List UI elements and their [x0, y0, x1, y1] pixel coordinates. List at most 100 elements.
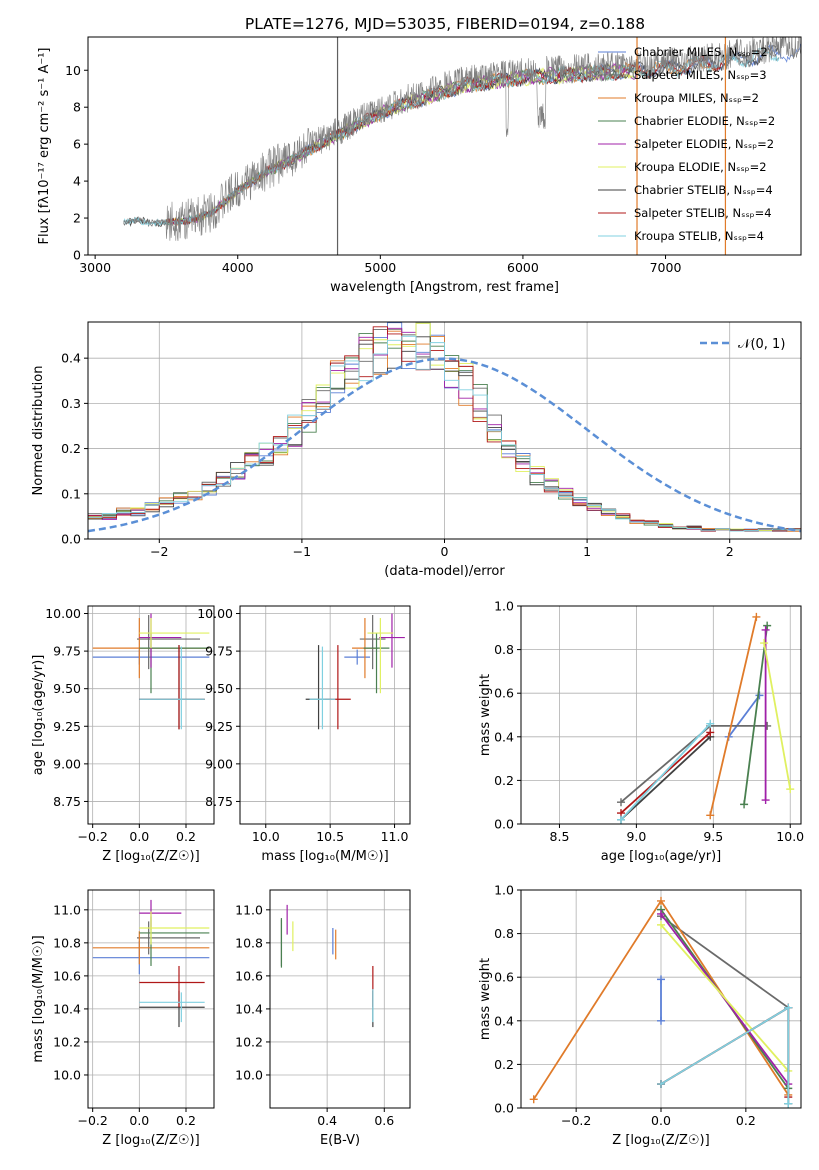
weight-marker: [525, 768, 533, 776]
legend-entry: Chabrier MILES, Nₛₛₚ=2: [634, 45, 768, 59]
x-tick-label: −0.2: [561, 1113, 591, 1128]
plot-area: [525, 612, 795, 824]
y-tick-label: 10: [65, 63, 81, 78]
y-tick-label: 8: [73, 100, 81, 115]
panel-age_vs_Z: −0.2 0.0 0.2 8.75 9.00 9.25 9.50 9.75 10.00 Z [lo…: [31, 605, 215, 864]
panel-age_vs_mass: 10.0 10.5 11.0 8.75 9.00 9.25 9.50 9.75 10.00 mas…: [197, 605, 411, 864]
weight-marker: [530, 1052, 538, 1060]
weight-marker: [529, 1095, 538, 1104]
y-tick-label: 8.75: [205, 794, 233, 809]
legend: Chabrier MILES, Nₛₛₚ=2 Salpeter MILES, Nₛ…: [598, 45, 775, 243]
x-tick-label: 0: [441, 544, 449, 559]
weight-marker: [786, 785, 795, 794]
plot-area: [92, 899, 210, 1028]
x-axis-label: wavelength [Angstrom, rest frame]: [330, 280, 559, 295]
x-tick-label: 0.2: [176, 829, 196, 844]
weight-marker: [706, 811, 715, 820]
x-tick-label: 10.0: [252, 829, 280, 844]
x-tick-label: 0.0: [129, 829, 149, 844]
weight-marker: [784, 1099, 793, 1108]
x-axis-label: mass [log₁₀(M/M☉)]: [261, 849, 388, 864]
y-tick-label: 9.25: [205, 719, 233, 734]
weight-marker: [657, 920, 665, 929]
x-tick-label: 0.2: [736, 1113, 756, 1128]
plot-area: [92, 613, 210, 730]
weight-series-line: [709, 616, 758, 816]
legend-entry: Kroupa STELIB, Nₛₛₚ=4: [634, 229, 764, 243]
x-tick-label: 0.6: [374, 1113, 394, 1128]
weight-series-line: [727, 694, 761, 738]
weight-series-line: [529, 682, 603, 802]
weight-marker: [755, 691, 764, 700]
normal-reference-curve: [88, 357, 801, 533]
plot-area: [305, 613, 405, 730]
plot-frame: [87, 36, 802, 256]
weight-series-line: [660, 924, 789, 1072]
y-tick-label: 10.8: [53, 935, 81, 950]
panel-residuals: −2 −1 0 1 2 0.0 0.1 0.2 0.3 0.4 (data-model)/error…: [31, 321, 802, 579]
y-tick-label: 10.2: [235, 1034, 263, 1049]
y-tick-label: 0.2: [61, 441, 81, 456]
y-tick-label: 10.8: [235, 935, 263, 950]
legend-entry: 𝒩(0, 1): [738, 337, 785, 352]
x-tick-label: 5000: [364, 260, 396, 275]
y-tick-label: 10.6: [235, 968, 263, 983]
panel-mass_vs_Z: −0.2 0.0 0.2 10.0 10.2 10.4 10.6 10.8 11.0 Z [log…: [31, 889, 215, 1148]
legend-entry: Salpeter MILES, Nₛₛₚ=3: [634, 68, 767, 82]
weight-marker: [784, 962, 792, 970]
x-axis-label: Z [log₁₀(Z/Z☉)]: [102, 849, 199, 864]
x-tick-label: 10.0: [776, 829, 804, 844]
weight-series-line: [620, 736, 711, 821]
weight-marker: [657, 896, 665, 905]
model-spectrum-line: [166, 55, 723, 226]
y-axis-label: Normed distribution: [31, 366, 46, 496]
y-tick-label: 0.0: [494, 817, 514, 832]
y-tick-label: 10.4: [235, 1001, 263, 1016]
weight-marker: [706, 719, 715, 728]
x-tick-label: 0.0: [129, 1113, 149, 1128]
y-tick-label: 0.8: [494, 642, 514, 657]
y-tick-label: 10.4: [53, 1001, 81, 1016]
x-tick-label: 9.0: [626, 829, 646, 844]
y-tick-label: 0.2: [494, 1057, 514, 1072]
x-axis-label: age [log₁₀(age/yr)]: [601, 849, 722, 864]
y-axis-label: age [log₁₀(age/yr)]: [31, 655, 46, 776]
y-tick-label: 0.4: [494, 1013, 514, 1028]
y-tick-label: 9.50: [53, 681, 81, 696]
y-tick-label: 9.75: [205, 644, 233, 659]
x-tick-label: 8.5: [550, 829, 570, 844]
observed-spectrum-line: [123, 37, 801, 241]
x-tick-label: 4000: [222, 260, 254, 275]
y-tick-label: 0.0: [494, 1101, 514, 1116]
y-tick-label: 0.8: [494, 926, 514, 941]
weight-marker: [599, 678, 607, 686]
weight-marker: [617, 798, 625, 807]
y-tick-label: 4: [73, 174, 81, 189]
plot-area: [529, 896, 793, 1108]
y-tick-label: 10.00: [45, 606, 81, 621]
y-tick-label: 9.50: [205, 681, 233, 696]
x-tick-label: −0.2: [77, 829, 107, 844]
y-axis-label: Flux [fλ10⁻¹⁷ erg cm⁻² s⁻¹ A⁻¹]: [37, 48, 52, 245]
weight-series-line: [660, 1006, 790, 1104]
y-tick-label: 10.2: [53, 1034, 81, 1049]
weight-marker: [617, 815, 625, 824]
residual-histogram-step: [88, 335, 801, 532]
x-tick-label: 7000: [650, 260, 682, 275]
x-tick-label: 2: [726, 544, 734, 559]
y-tick-label: 9.00: [53, 756, 81, 771]
x-tick-label: 0.4: [317, 1113, 337, 1128]
weight-marker: [657, 975, 665, 984]
plot-frame: [520, 889, 802, 1109]
weight-marker: [657, 909, 665, 918]
weight-series-line: [763, 642, 792, 790]
weight-series-line: [660, 1006, 790, 1104]
y-tick-label: 0: [73, 248, 81, 263]
x-axis-label: E(B-V): [320, 1133, 360, 1148]
plot-area: [88, 322, 801, 533]
weight-series-line: [620, 723, 711, 821]
weight-marker: [761, 796, 770, 805]
weight-marker: [657, 1080, 665, 1089]
weight-marker: [763, 721, 772, 730]
